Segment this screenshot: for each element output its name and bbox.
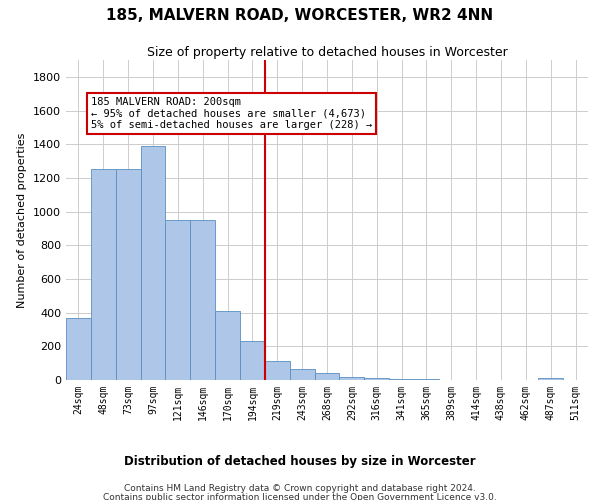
Bar (538, 378, 563, 380)
Bar (314, 374, 340, 380)
Title: Size of property relative to detached houses in Worcester: Size of property relative to detached ho… (146, 46, 508, 59)
Bar (389, 379, 414, 380)
Bar (265, 362, 290, 380)
Text: 185, MALVERN ROAD, WORCESTER, WR2 4NN: 185, MALVERN ROAD, WORCESTER, WR2 4NN (106, 8, 494, 22)
Bar (91, 170, 116, 380)
Text: Distribution of detached houses by size in Worcester: Distribution of detached houses by size … (124, 455, 476, 468)
Bar (340, 376, 364, 380)
Text: Contains public sector information licensed under the Open Government Licence v3: Contains public sector information licen… (103, 492, 497, 500)
Y-axis label: Number of detached properties: Number of detached properties (17, 132, 28, 308)
Bar (190, 220, 215, 380)
Bar (240, 342, 265, 380)
Bar (215, 311, 240, 380)
Bar (414, 379, 439, 380)
Text: Contains HM Land Registry data © Crown copyright and database right 2024.: Contains HM Land Registry data © Crown c… (124, 484, 476, 493)
Bar (140, 146, 166, 380)
Bar (364, 378, 389, 380)
Bar (116, 170, 140, 380)
Bar (66, 318, 91, 380)
Text: 185 MALVERN ROAD: 200sqm
← 95% of detached houses are smaller (4,673)
5% of semi: 185 MALVERN ROAD: 200sqm ← 95% of detach… (91, 97, 372, 130)
Bar (166, 220, 190, 380)
Bar (290, 369, 314, 380)
